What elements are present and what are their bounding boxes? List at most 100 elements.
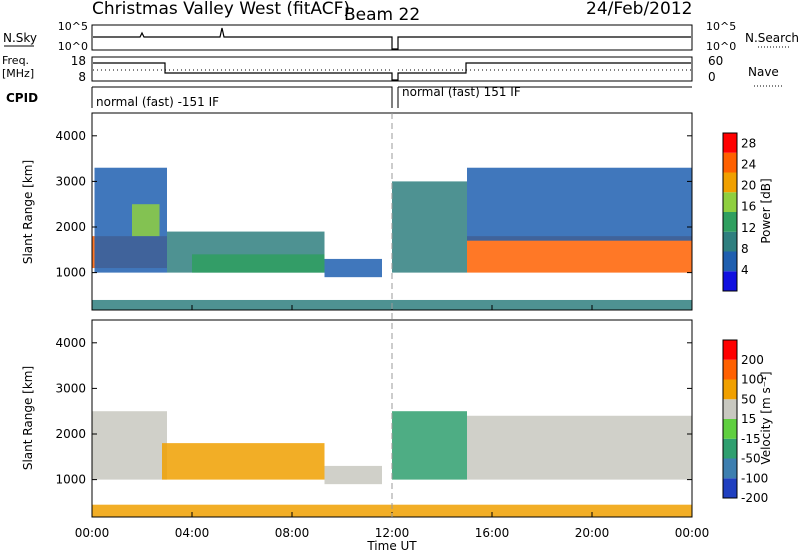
- power-colorbar: 4 8 12 16 20 24 28: [722, 132, 756, 292]
- power-colorbar-swatch: [723, 172, 737, 193]
- velocity-colorbar-tick: 50: [741, 392, 756, 406]
- velocity-y-tick-label: 3000: [55, 381, 86, 395]
- freq-frame: [91, 56, 693, 82]
- power-region: [467, 236, 692, 273]
- velocity-colorbar-swatch: [723, 399, 737, 419]
- nsearch-label: N.Search: [745, 31, 799, 45]
- power-region: [392, 181, 467, 273]
- power-region: [324, 258, 382, 278]
- x-axis-label: Time UT: [366, 539, 417, 553]
- velocity-colorbar-swatch: [723, 419, 737, 439]
- power-colorbar-swatch: [723, 271, 737, 291]
- station-title: Christmas Valley West (fitACF): [92, 0, 350, 19]
- freq-trace: [93, 62, 691, 81]
- velocity-colorbar-swatch: [723, 438, 737, 459]
- cpid-segment-2: normal (fast) 151 IF: [402, 85, 521, 99]
- power-colorbar-swatch: [723, 192, 737, 212]
- velocity-y-tick-label: 1000: [55, 473, 86, 487]
- power-colorbar-tick: 24: [741, 158, 756, 172]
- power-colorbar-swatch: [723, 231, 737, 252]
- velocity-region: [467, 415, 692, 480]
- cpid-panel: CPID normal (fast) -151 IF normal (fast)…: [6, 85, 692, 109]
- nsky-label: N.Sky: [3, 31, 37, 45]
- velocity-y-tick-label: 4000: [55, 336, 86, 350]
- velocity-colorbar-label: Velocity [m s⁻¹]: [759, 371, 773, 464]
- power-colorbar-swatch: [723, 152, 737, 173]
- velocity-colorbar: 200 100 50 15 -15 -50 -100 -200: [722, 339, 768, 505]
- nsky-panel: N.Sky 10^5 10^0 10^5 10^0 N.Search: [3, 20, 799, 53]
- power-panel: 1000 2000 3000 4000 Slant Range [km]: [21, 112, 693, 311]
- velocity-colorbar-tick: 100: [741, 373, 764, 387]
- power-colorbar-swatch: [723, 212, 737, 232]
- nsky-tick-high: 10^5: [58, 20, 88, 33]
- freq-panel: Freq. [MHz] 18 8 60 0 Nave: [2, 54, 782, 87]
- velocity-colorbar-frame: [722, 339, 738, 499]
- power-colorbar-frame: [722, 132, 738, 292]
- power-region: [467, 167, 692, 241]
- velocity-colorbar-swatch: [723, 379, 737, 400]
- x-tick-label: 00:00: [75, 526, 110, 540]
- power-colorbar-label: Power [dB]: [759, 178, 773, 243]
- velocity-colorbar-swatch: [723, 478, 737, 498]
- x-tick-label: 20:00: [575, 526, 610, 540]
- power-colorbar-tick: 8: [741, 242, 749, 256]
- velocity-region: [392, 411, 467, 480]
- power-y-tick-label: 1000: [55, 266, 86, 280]
- nsearch-tick-low: 10^0: [706, 40, 736, 53]
- nsky-tick-low: 10^0: [58, 40, 88, 53]
- x-tick-label: 16:00: [475, 526, 510, 540]
- velocity-region: [324, 465, 382, 485]
- freq-tick-high: 18: [71, 54, 86, 68]
- power-region: [192, 254, 325, 273]
- velocity-colorbar-tick: -100: [741, 471, 768, 485]
- velocity-y-axis-label: Slant Range [km]: [21, 366, 35, 470]
- power-colorbar-tick: 16: [741, 200, 756, 214]
- velocity-region: [92, 504, 692, 517]
- nave-tick-high: 60: [708, 54, 723, 68]
- velocity-colorbar-tick: 15: [741, 412, 756, 426]
- date-label: 24/Feb/2012: [586, 0, 692, 19]
- x-tick-label: 04:00: [175, 526, 210, 540]
- velocity-y-ticks: 1000 2000 3000 4000: [55, 336, 692, 487]
- power-y-tick-label: 3000: [55, 174, 86, 188]
- velocity-colorbar-tick: -200: [741, 491, 768, 505]
- power-y-axis-label: Slant Range [km]: [21, 160, 35, 264]
- velocity-colorbar-swatch: [723, 340, 737, 360]
- velocity-regions: [92, 411, 692, 517]
- power-y-tick-label: 2000: [55, 220, 86, 234]
- beam-label: Beam 22: [344, 5, 420, 25]
- velocity-colorbar-swatch: [723, 458, 737, 479]
- velocity-y-tick-label: 2000: [55, 427, 86, 441]
- x-tick-label: 08:00: [275, 526, 310, 540]
- cpid-brackets: [91, 86, 692, 108]
- freq-tick-low: 8: [78, 70, 86, 84]
- cpid-label: CPID: [6, 91, 38, 105]
- velocity-panel: 1000 2000 3000 4000 00:00 04:00 08:00 12:00 16:…: [21, 305, 709, 553]
- cpid-segment-1: normal (fast) -151 IF: [96, 95, 219, 109]
- power-colorbar-tick: 20: [741, 179, 756, 193]
- nave-label: Nave: [748, 65, 779, 79]
- velocity-colorbar-swatch: [723, 359, 737, 380]
- velocity-region: [92, 411, 167, 480]
- power-colorbar-tick: 28: [741, 137, 756, 151]
- x-tick-label: 12:00: [375, 526, 410, 540]
- nsky-trace: [93, 27, 691, 50]
- velocity-colorbar-tick: 200: [741, 353, 764, 367]
- velocity-region: [162, 443, 325, 480]
- velocity-colorbar-tick: -15: [741, 432, 761, 446]
- nsky-frame: [91, 24, 693, 51]
- power-y-ticks: 1000 2000 3000 4000: [55, 129, 692, 280]
- freq-label-line2: [MHz]: [2, 67, 34, 80]
- power-colorbar-tick: 12: [741, 221, 756, 235]
- power-colorbar-swatch: [723, 251, 737, 272]
- x-ticks: 00:00 04:00 08:00 12:00 16:00 20:00 00:00: [75, 305, 709, 540]
- nsearch-tick-high: 10^5: [706, 20, 736, 33]
- power-region: [132, 204, 160, 237]
- power-colorbar-tick: 4: [741, 263, 749, 277]
- nave-tick-low: 0: [708, 70, 716, 84]
- freq-label-line1: Freq.: [2, 54, 29, 67]
- velocity-colorbar-tick: -50: [741, 452, 761, 466]
- power-colorbar-swatch: [723, 133, 737, 153]
- power-y-tick-label: 4000: [55, 129, 86, 143]
